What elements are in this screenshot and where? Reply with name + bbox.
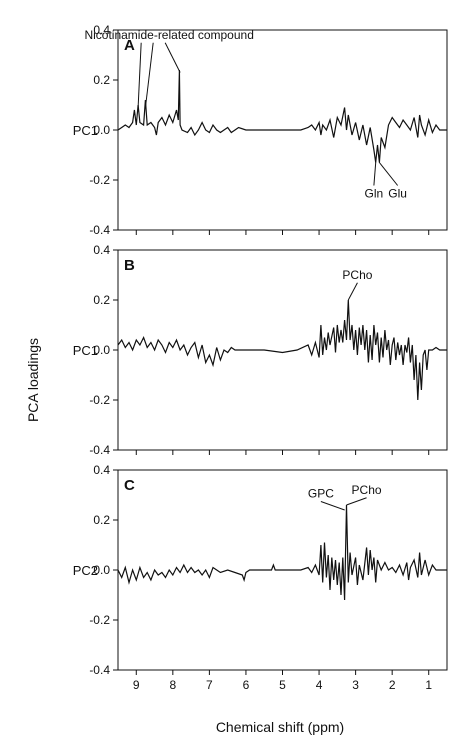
- panels-group: 0.4 0.2 0.0 -0.2 -0.4 A PC1 Nicotinamide-relate…: [73, 23, 448, 692]
- annotation-label: PCho: [352, 483, 382, 497]
- y-tick-label: -0.4: [89, 223, 110, 237]
- x-tick-label: 1: [425, 678, 432, 692]
- annotation-label: Nicotinamide-related compound: [84, 28, 253, 42]
- x-tick-label: 7: [206, 678, 213, 692]
- annotation-leader: [144, 42, 154, 108]
- y-tick-label: 0.4: [93, 243, 110, 257]
- annotation-leader: [164, 42, 181, 73]
- y-tick-label: 0.0: [93, 343, 110, 357]
- y-tick-label: 0.4: [93, 463, 110, 477]
- panel-A: 0.4 0.2 0.0 -0.2 -0.4 A PC1 Nicotinamide-relate…: [73, 23, 448, 237]
- annotation-label: Glu: [388, 187, 407, 201]
- y-tick-label: 0.0: [93, 563, 110, 577]
- y-tick-label: 0.2: [93, 293, 110, 307]
- y-tick-label: -0.2: [89, 613, 110, 627]
- y-tick-label: -0.4: [89, 443, 110, 457]
- component-label: PC1: [73, 343, 98, 358]
- annotation-label: GPC: [308, 487, 334, 501]
- y-tick-label: 0.4: [93, 23, 110, 37]
- annotation-label: PCho: [342, 268, 372, 282]
- y-tick-label: -0.2: [89, 173, 110, 187]
- annotation-leader: [378, 162, 399, 186]
- y-tick-label: -0.2: [89, 393, 110, 407]
- annotation-leader: [346, 497, 367, 506]
- component-label: PC1: [73, 123, 98, 138]
- panel-letter: B: [124, 257, 135, 274]
- x-tick-label: 6: [243, 678, 250, 692]
- component-label: PC2: [73, 563, 98, 578]
- y-tick-label: 0.2: [93, 73, 110, 87]
- x-axis-label: Chemical shift (ppm): [216, 719, 344, 735]
- annotation-leader: [373, 162, 377, 186]
- x-tick-label: 3: [352, 678, 359, 692]
- x-tick-label: 5: [279, 678, 286, 692]
- x-tick-label: 8: [169, 678, 176, 692]
- annotation-leader: [347, 282, 358, 301]
- annotation-leader: [137, 42, 142, 108]
- panel-letter: A: [124, 37, 135, 54]
- spectrum-line: [117, 504, 447, 601]
- panel-B: 0.4 0.2 0.0 -0.2 -0.4 B PC1 PCho: [73, 243, 448, 457]
- x-tick-label: 4: [316, 678, 323, 692]
- spectrum-line: [117, 299, 447, 401]
- y-axis-label: PCA loadings: [25, 338, 41, 422]
- annotation-leader: [320, 501, 345, 511]
- annotation-label: Gln: [365, 187, 384, 201]
- y-tick-label: 0.2: [93, 513, 110, 527]
- panel-C: 0.4 0.2 0.0 -0.2 -0.4 9 8 7 6 5 4 3 2 1 C PC2 GPC PCho: [73, 463, 448, 692]
- y-tick-label: 0.0: [93, 123, 110, 137]
- y-tick-label: -0.4: [89, 663, 110, 677]
- panel-letter: C: [124, 477, 135, 494]
- spectrum-line: [117, 69, 447, 163]
- x-tick-label: 2: [389, 678, 396, 692]
- x-tick-label: 9: [133, 678, 140, 692]
